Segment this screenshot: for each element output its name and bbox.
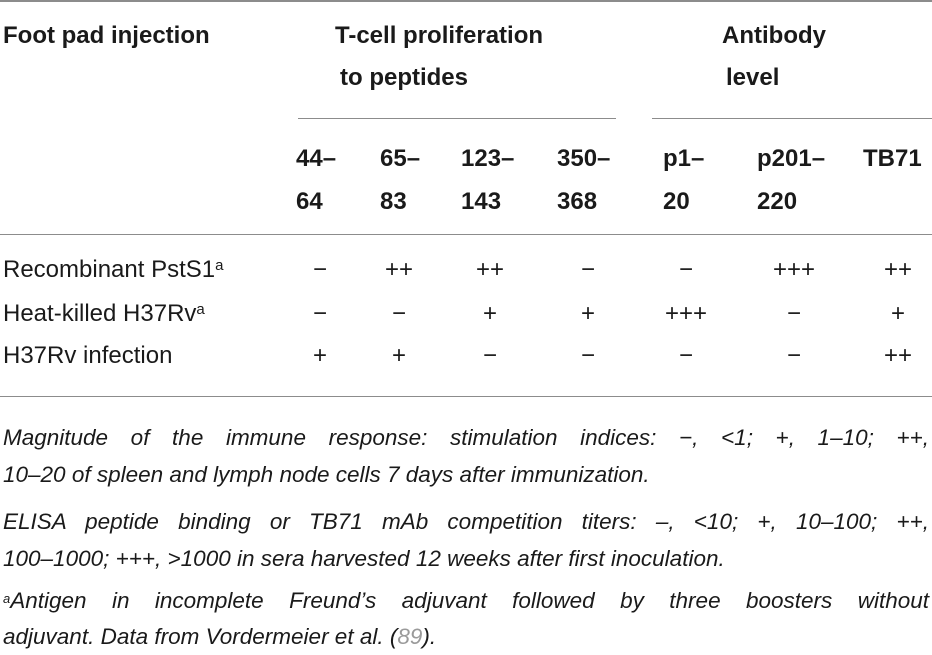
- row-label-recombinant-psts1: Recombinant PstS1a: [3, 256, 224, 283]
- footnote-magnitude-line2: 10–20 of spleen and lymph node cells 7 d…: [3, 462, 650, 487]
- top-rule: [0, 0, 932, 2]
- header-tcell-line2: to peptides: [340, 64, 469, 91]
- table-cell: −: [312, 256, 327, 283]
- subheader-p201-220: p201– 220: [757, 145, 826, 215]
- footnote-elisa-line2: 100–1000; +++, >1000 in sera harvested 1…: [3, 546, 725, 571]
- header-tcell-line1: T-cell proliferation: [335, 22, 544, 49]
- table-cell: −: [678, 342, 693, 369]
- header-bottom-rule: [0, 234, 932, 235]
- table-cell: ++: [475, 256, 505, 283]
- footnote-magnitude-line1: Magnitude of the immune response: stimul…: [3, 425, 929, 450]
- table-cell: −: [580, 256, 595, 283]
- footnote-antigen-marker: a: [3, 591, 11, 606]
- subheader-350-368: 350– 368: [557, 145, 611, 215]
- table-cell: +++: [772, 256, 816, 283]
- table-cell: +: [890, 300, 905, 327]
- header-foot-pad-injection: Foot pad injection: [3, 22, 210, 49]
- table-cell: +: [482, 300, 497, 327]
- subheader-tb71: TB71: [863, 145, 922, 172]
- table-bottom-rule: [0, 396, 932, 397]
- antibody-group-rule: [652, 118, 932, 119]
- subheader-123-143: 123– 143: [461, 145, 515, 215]
- header-antibody-line1: Antibody: [722, 22, 826, 49]
- tcell-group-rule: [298, 118, 616, 119]
- row-label-h37rv-infection: H37Rv infection: [3, 342, 173, 369]
- subheader-65-83: 65– 83: [380, 145, 421, 215]
- row-label-heat-killed-h37rv: Heat-killed H37Rva: [3, 300, 205, 327]
- table-cell: −: [391, 300, 406, 327]
- subheader-44-64: 44– 64: [296, 145, 337, 215]
- table-cell: −: [678, 256, 693, 283]
- table-cell: −: [786, 300, 801, 327]
- table-cell: −: [580, 342, 595, 369]
- header-antibody-line2: level: [726, 64, 780, 91]
- table-cell: +++: [664, 300, 708, 327]
- footnote-antigen-line1: aAntigen in incomplete Freund’s adjuvant…: [3, 588, 929, 613]
- citation-link[interactable]: 89: [397, 624, 423, 649]
- subheader-p1-20: p1– 20: [663, 145, 705, 215]
- footnote-antigen-line2: adjuvant. Data from Vordermeier et al. (…: [3, 624, 437, 649]
- table-cell: ++: [883, 256, 913, 283]
- table-cell: +: [391, 342, 406, 369]
- table-cell: +: [580, 300, 595, 327]
- table-cell: −: [312, 300, 327, 327]
- table-cell: −: [786, 342, 801, 369]
- table-cell: −: [482, 342, 497, 369]
- table-cell: +: [312, 342, 327, 369]
- footnote-elisa-line1: ELISA peptide binding or TB71 mAb compet…: [3, 509, 929, 534]
- table-cell: ++: [384, 256, 414, 283]
- table-cell: ++: [883, 342, 913, 369]
